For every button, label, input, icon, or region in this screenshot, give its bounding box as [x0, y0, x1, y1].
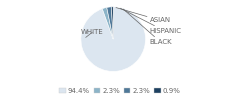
- Text: ASIAN: ASIAN: [116, 8, 171, 23]
- Wedge shape: [102, 8, 113, 39]
- Text: HISPANIC: HISPANIC: [120, 8, 182, 34]
- Text: WHITE: WHITE: [81, 29, 104, 37]
- Text: BLACK: BLACK: [123, 9, 172, 46]
- Legend: 94.4%, 2.3%, 2.3%, 0.9%: 94.4%, 2.3%, 2.3%, 0.9%: [57, 85, 183, 96]
- Wedge shape: [111, 7, 113, 39]
- Wedge shape: [107, 7, 113, 39]
- Wedge shape: [81, 7, 145, 71]
